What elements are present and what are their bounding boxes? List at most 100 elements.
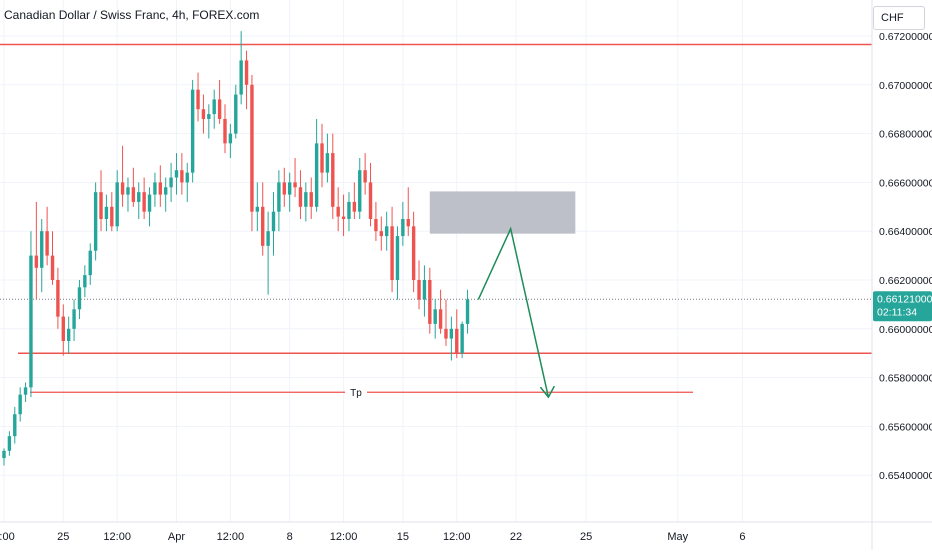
- candle-body: [137, 192, 141, 202]
- candle-body: [142, 192, 146, 212]
- candle-body: [255, 206, 260, 212]
- candle-body: [384, 226, 389, 237]
- candle-body: [363, 170, 367, 183]
- candle-body: [374, 219, 378, 232]
- price-tick-label: 0.67200000: [879, 31, 932, 43]
- candle-body: [153, 182, 157, 195]
- candle-body: [336, 206, 340, 217]
- candle-body: [293, 182, 297, 188]
- candle-body: [212, 99, 216, 115]
- candle-body: [61, 316, 65, 341]
- candle-body: [93, 192, 98, 251]
- grid-lines: [0, 0, 872, 522]
- candle-body: [164, 187, 168, 195]
- candle-body: [185, 172, 189, 183]
- candle-body: [40, 231, 44, 268]
- candle-body: [34, 255, 39, 268]
- candle-body: [287, 182, 292, 195]
- candle-body: [433, 309, 437, 324]
- candle-body: [411, 226, 416, 280]
- candle-body: [261, 206, 265, 246]
- candle-body: [99, 192, 103, 219]
- candle-body: [223, 118, 227, 144]
- price-tick-label: 0.66200000: [879, 275, 932, 287]
- candle-body: [271, 211, 276, 232]
- candle-body: [18, 394, 22, 415]
- candle-body: [201, 109, 206, 119]
- candle-body: [320, 143, 324, 173]
- time-tick-label: 12:00: [217, 531, 245, 543]
- price-tick-label: 0.67000000: [879, 80, 932, 92]
- candle-body: [56, 280, 60, 317]
- candle-body: [13, 414, 17, 437]
- candle-body: [104, 206, 109, 219]
- candle-body: [180, 170, 184, 183]
- candle-body: [158, 182, 163, 195]
- candle-body: [66, 328, 71, 341]
- candle-body: [131, 187, 136, 202]
- candle-body: [266, 231, 270, 246]
- price-tick-label: 0.66400000: [879, 226, 932, 238]
- projection-arrowhead: [539, 385, 556, 399]
- candle-body: [352, 201, 357, 212]
- candle-body: [347, 201, 351, 219]
- time-tick-label: 12:00: [330, 531, 358, 543]
- time-tick-label: May: [667, 531, 688, 543]
- candle-body: [234, 94, 238, 134]
- projection-layer: [477, 226, 556, 399]
- candle-body: [7, 436, 12, 451]
- candle-body: [45, 231, 49, 256]
- candle-body: [395, 236, 400, 280]
- price-tick-label: 0.66800000: [879, 129, 932, 141]
- candle-body: [304, 192, 308, 207]
- candle-body: [196, 89, 200, 110]
- candle-body: [417, 280, 421, 300]
- currency-selector[interactable]: CHF: [873, 6, 925, 30]
- time-tick-label: 12:00: [443, 531, 471, 543]
- time-scale-ticks: 2:00 25 12:00 Apr 12:00 8 12:00 15 12:00 22 25 May 6: [0, 531, 745, 543]
- price-tick-label: 0.65800000: [879, 373, 932, 385]
- price-scale-ticks: 0.67200000 0.67000000 0.66800000 0.66600000…: [879, 31, 932, 482]
- candle-body: [217, 99, 222, 119]
- candle-body: [239, 60, 243, 95]
- candle-body: [422, 280, 427, 300]
- price-tick-label: 0.66000000: [879, 324, 932, 336]
- candle-body: [88, 250, 92, 276]
- candle-body: [401, 219, 405, 237]
- candle-body: [50, 255, 55, 280]
- countdown-timer: 02:11:34: [877, 306, 917, 318]
- candle-body: [331, 153, 335, 207]
- candle-body: [438, 309, 443, 329]
- symbol-title[interactable]: Canadian Dollar / Swiss Franc, 4h, FOREX…: [4, 8, 260, 22]
- time-tick-label: 25: [580, 531, 592, 543]
- candle-body: [341, 216, 346, 219]
- candle-body: [29, 255, 33, 388]
- candle-body: [298, 187, 303, 207]
- candle-body: [126, 187, 130, 195]
- candle-body: [110, 206, 114, 227]
- candle-body: [358, 170, 362, 212]
- level-lines: Tp: [0, 43, 872, 399]
- last-price-badge: 0.66121000 02:11:34: [873, 291, 932, 322]
- candle-body: [449, 328, 454, 339]
- candle-body: [77, 287, 82, 310]
- candle-body: [465, 299, 470, 324]
- candle-body: [23, 387, 28, 395]
- candle-body: [174, 170, 179, 178]
- candle-body: [228, 133, 233, 144]
- candle-body: [250, 84, 254, 212]
- time-tick-label: 12:00: [103, 531, 131, 543]
- projection-path: [477, 226, 550, 398]
- candle-body: [325, 153, 330, 173]
- time-tick-label: 6: [739, 531, 745, 543]
- candle-body: [115, 182, 119, 227]
- candle-body: [169, 177, 173, 188]
- price-tick-label: 0.65400000: [879, 470, 932, 482]
- candle-body: [455, 328, 459, 354]
- candle-body: [190, 89, 195, 173]
- candle-body: [277, 182, 281, 212]
- price-scale-bg[interactable]: [872, 0, 932, 522]
- candle-body: [390, 226, 394, 280]
